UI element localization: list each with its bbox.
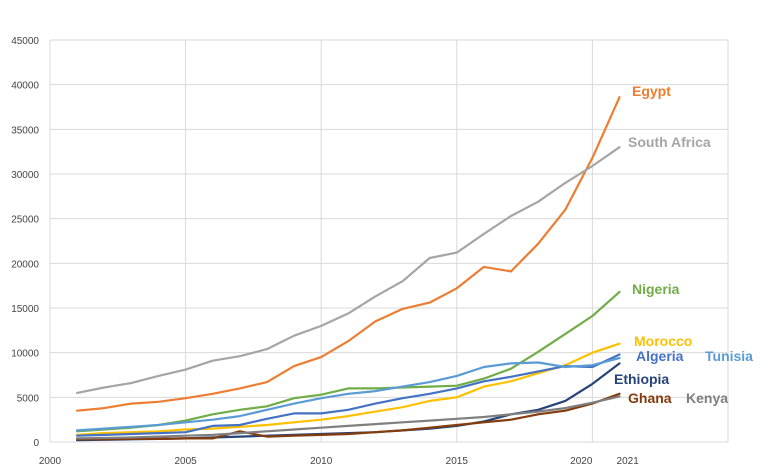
y-tick-label: 15000 bbox=[11, 304, 39, 315]
series-label-kenya: Kenya bbox=[686, 390, 728, 406]
y-tick-label: 45000 bbox=[11, 36, 39, 47]
y-tick-label: 0 bbox=[33, 438, 39, 449]
series-label-algeria: Algeria bbox=[636, 348, 684, 364]
y-tick-label: 35000 bbox=[11, 125, 39, 136]
series-label-egypt: Egypt bbox=[632, 83, 671, 99]
series-line-algeria bbox=[75, 353, 621, 437]
y-tick-label: 30000 bbox=[11, 170, 39, 181]
y-tick-label: 5000 bbox=[17, 393, 40, 404]
y-tick-label: 20000 bbox=[11, 259, 39, 270]
y-axis-ticks: 0 5000 10000 15000 20000 25000 30000 35000 40000… bbox=[11, 36, 39, 449]
series-line-south-africa bbox=[75, 146, 621, 394]
x-tick-label: 2015 bbox=[446, 456, 469, 467]
x-tick-label: 2000 bbox=[39, 456, 62, 467]
x-tick-label: 2005 bbox=[174, 456, 197, 467]
series-line-ghana bbox=[75, 392, 621, 441]
y-tick-label: 25000 bbox=[11, 215, 39, 226]
series-line-tunisia bbox=[75, 356, 621, 432]
x-tick-label: 2020 bbox=[570, 456, 593, 467]
series-lines bbox=[75, 96, 621, 442]
series-label-ghana: Ghana bbox=[628, 390, 672, 406]
series-label-morocco: Morocco bbox=[634, 333, 692, 349]
series-line-morocco bbox=[75, 342, 621, 436]
series-label-nigeria: Nigeria bbox=[632, 281, 680, 297]
series-line-kenya bbox=[75, 395, 621, 440]
y-tick-label: 10000 bbox=[11, 349, 39, 360]
series-label-south-africa: South Africa bbox=[628, 134, 711, 150]
x-tick-label: 2010 bbox=[310, 456, 333, 467]
series-label-tunisia: Tunisia bbox=[705, 348, 753, 364]
x-axis-ticks: 2000 2005 2010 2015 2020 2021 bbox=[39, 456, 639, 467]
x-tick-label: 2021 bbox=[617, 456, 640, 467]
series-line-egypt bbox=[75, 96, 621, 412]
y-tick-label: 40000 bbox=[11, 81, 39, 92]
series-label-ethiopia: Ethiopia bbox=[614, 371, 669, 387]
